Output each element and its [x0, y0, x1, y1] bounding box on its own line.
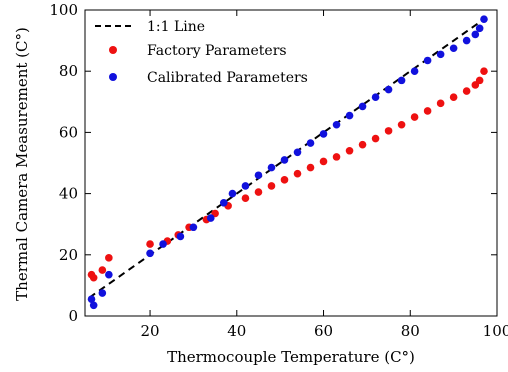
factory-point: [98, 266, 107, 274]
factory-point: [319, 157, 328, 166]
calibrated-point: [228, 189, 237, 198]
calibrated-point: [293, 148, 302, 157]
legend: 1:1 Line Factory Parameters Calibrated P…: [95, 19, 308, 86]
calibrated-point: [480, 15, 488, 23]
calibrated-point: [176, 232, 185, 241]
factory-point: [397, 120, 406, 129]
calibrated-point: [189, 223, 198, 232]
calibrated-point: [423, 56, 432, 65]
y-tick-label: 60: [59, 123, 78, 141]
calibrated-point: [267, 163, 276, 172]
x-tick-label: 20: [141, 322, 160, 340]
factory-point: [241, 194, 250, 202]
factory-point: [267, 182, 276, 190]
legend-label-reference-line: 1:1 Line: [147, 19, 205, 35]
ticks-group: 20 40 60 80 100 0 20 40 60 80 100: [49, 1, 508, 340]
factory-point: [306, 163, 315, 172]
factory-point: [480, 67, 488, 75]
y-tick-label: 100: [49, 1, 78, 19]
x-tick-label: 60: [314, 322, 333, 340]
calibrated-point: [87, 295, 96, 303]
factory-point: [384, 127, 393, 135]
factory-point: [475, 76, 484, 85]
calibrated-point: [146, 249, 154, 258]
factory-point: [332, 153, 341, 161]
x-axis-title: Thermocouple Temperature (C°): [167, 348, 415, 366]
y-tick-label: 20: [59, 246, 78, 264]
legend-marker-factory: [109, 46, 117, 54]
calibrated-point: [371, 93, 380, 102]
calibrated-point: [254, 171, 263, 180]
factory-point: [449, 93, 458, 102]
calibrated-point: [306, 139, 315, 147]
factory-point: [293, 169, 302, 178]
legend-label-calibrated: Calibrated Parameters: [147, 70, 308, 86]
factory-point: [105, 254, 113, 262]
x-tick-label: 40: [227, 322, 246, 340]
legend-label-factory: Factory Parameters: [147, 43, 287, 59]
calibrated-point: [319, 130, 328, 138]
calibrated-point: [332, 120, 341, 129]
factory-point: [89, 273, 98, 282]
calibrated-point: [219, 198, 228, 207]
factory-point: [462, 87, 471, 95]
y-axis-title: Thermal Camera Measurement (C°): [13, 27, 31, 301]
x-tick-label: 100: [483, 322, 508, 340]
factory-point: [280, 176, 289, 184]
calibrated-point: [241, 182, 250, 190]
factory-point: [371, 134, 380, 143]
plot-area-frame: [84, 9, 498, 317]
y-tick-label: 80: [59, 62, 78, 80]
factory-point: [358, 140, 367, 149]
factory-point: [410, 113, 419, 121]
calibrated-point: [449, 44, 458, 53]
calibrated-point: [410, 67, 419, 75]
factory-point: [345, 146, 354, 155]
y-tick-label: 40: [59, 185, 78, 203]
calibrated-point: [345, 111, 354, 120]
calibrated-point: [358, 102, 367, 111]
calibrated-point: [98, 289, 107, 297]
calibrated-point: [462, 36, 471, 45]
calibrated-point: [475, 24, 484, 33]
calibrated-point: [159, 240, 167, 248]
y-tick-label: 0: [68, 307, 78, 325]
calibrated-point: [280, 156, 289, 164]
factory-point: [423, 107, 432, 115]
calibrated-point: [397, 76, 406, 85]
calibrated-point: [436, 50, 445, 59]
x-tick-label: 80: [401, 322, 420, 340]
points-group: [87, 15, 488, 310]
calibrated-point: [384, 85, 393, 94]
calibrated-point: [105, 270, 113, 279]
factory-point: [436, 99, 445, 108]
calibrated-point: [206, 214, 215, 222]
factory-point: [146, 240, 154, 248]
factory-point: [254, 188, 263, 196]
calibrated-point: [471, 30, 480, 39]
legend-marker-calibrated: [109, 73, 117, 81]
calibrated-point: [89, 301, 98, 310]
